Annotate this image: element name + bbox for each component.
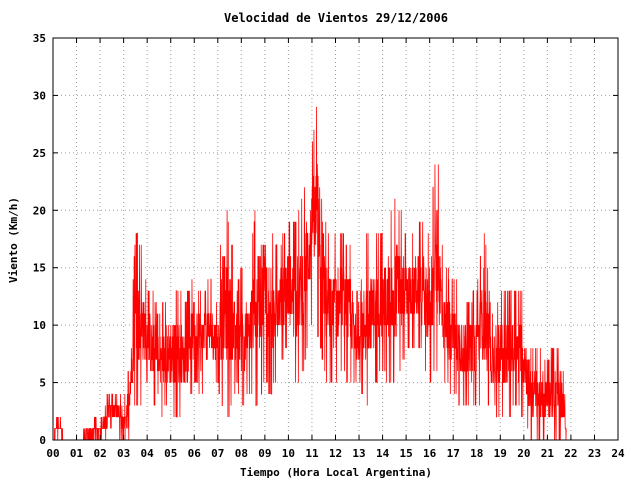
x-tick-label: 19 [494,447,507,460]
x-tick-label: 04 [141,447,155,460]
y-tick-label: 0 [39,434,46,447]
x-tick-label: 11 [305,447,319,460]
y-tick-label: 35 [33,32,46,45]
series-wind-speed [53,106,567,441]
x-axis-label: Tiempo (Hora Local Argentina) [240,466,432,479]
y-tick-label: 10 [33,319,46,332]
y-axis-label: Viento (Km/h) [7,197,20,283]
chart-title: Velocidad de Vientos 29/12/2006 [224,11,448,25]
x-tick-label: 14 [376,447,390,460]
y-tick-label: 15 [33,262,46,275]
x-tick-label: 10 [282,447,295,460]
x-tick-label: 18 [470,447,483,460]
x-tick-label: 12 [329,447,342,460]
x-tick-label: 05 [164,447,177,460]
x-tick-label: 00 [46,447,59,460]
wind-speed-line [53,106,567,441]
x-tick-label: 22 [564,447,577,460]
x-tick-labels: 00 01 02 03 04 05 06 07 08 09 10 11 12 13 14 15 16 17 18 19… [46,447,625,460]
x-tick-label: 01 [70,447,84,460]
axis-ticks [52,37,619,441]
x-tick-label: 03 [117,447,130,460]
y-tick-label: 20 [33,204,46,217]
x-tick-label: 08 [235,447,248,460]
x-tick-label: 24 [611,447,625,460]
x-tick-label: 06 [188,447,202,460]
y-tick-labels: 0 5 10 15 20 25 30 35 [33,32,46,447]
x-tick-label: 13 [352,447,365,460]
x-tick-label: 07 [211,447,224,460]
x-tick-label: 21 [541,447,555,460]
x-tick-label: 02 [93,447,106,460]
x-tick-label: 15 [400,447,413,460]
y-tick-label: 5 [39,377,46,390]
x-tick-label: 09 [258,447,271,460]
x-tick-label: 16 [423,447,437,460]
x-tick-label: 23 [588,447,601,460]
x-tick-label: 17 [447,447,460,460]
y-tick-label: 25 [33,147,46,160]
y-tick-label: 30 [33,89,46,102]
x-tick-label: 20 [517,447,530,460]
